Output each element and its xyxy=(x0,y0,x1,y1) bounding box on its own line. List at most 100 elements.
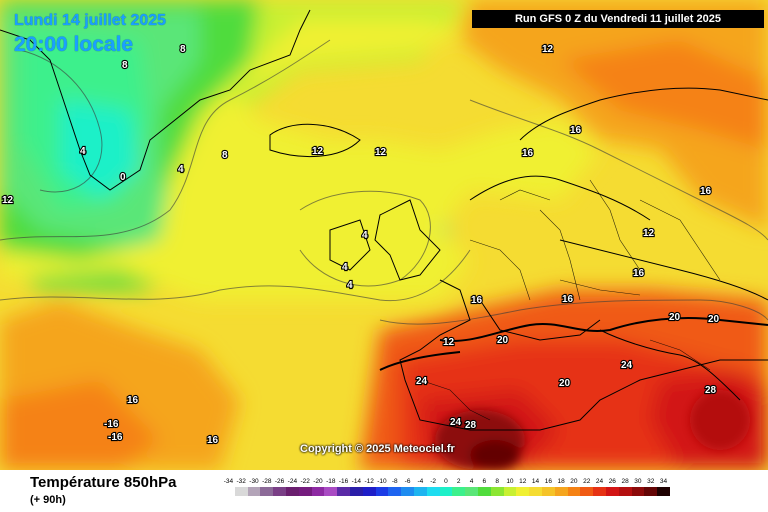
scale-value: 18 xyxy=(557,478,565,485)
map-label: 4 xyxy=(80,146,86,157)
map-label: 4 xyxy=(362,230,368,241)
map-label: 4 xyxy=(178,164,184,175)
scale-step: -16 xyxy=(337,477,350,496)
scale-swatch xyxy=(285,487,299,496)
scale-value: 14 xyxy=(531,478,540,485)
scale-swatch xyxy=(413,487,427,496)
color-scale: -34 -32 -30 -28 -26 -24 -22 -20 -18 -16 -14 -12 -10-… xyxy=(222,477,670,496)
scale-value: 26 xyxy=(608,478,616,485)
scale-step: 6 xyxy=(477,477,491,496)
scale-step: -12 xyxy=(362,477,376,496)
map-label: 20 xyxy=(669,312,681,323)
valid-time: 20:00 locale xyxy=(14,33,134,56)
scale-swatch xyxy=(247,487,261,496)
scale-step: 16 xyxy=(541,477,555,496)
scale-value: -14 xyxy=(351,478,362,485)
map-label: 12 xyxy=(443,337,455,348)
scale-step: 4 xyxy=(465,477,478,496)
lead-time: (+ 90h) xyxy=(30,494,66,506)
scale-swatch xyxy=(452,487,466,496)
scale-swatch xyxy=(349,487,363,496)
scale-value: -12 xyxy=(364,478,374,485)
scale-swatch xyxy=(516,487,530,496)
scale-swatch xyxy=(324,487,338,496)
scale-swatch xyxy=(605,487,619,496)
map-label: 16 xyxy=(700,186,712,197)
scale-value: -10 xyxy=(377,478,387,485)
map-label: 12 xyxy=(375,147,387,158)
scale-value: 30 xyxy=(634,478,642,485)
scale-step: -6 xyxy=(401,477,414,496)
scale-value: 24 xyxy=(595,478,604,485)
scale-value: 34 xyxy=(659,478,668,485)
scale-step: 24 xyxy=(593,477,606,496)
scale-step: 8 xyxy=(490,477,504,496)
run-info: Run GFS 0 Z du Vendredi 11 juillet 2025 xyxy=(472,10,764,28)
scale-swatch xyxy=(401,487,414,496)
scale-value: -6 xyxy=(404,478,411,485)
isotherm-lines xyxy=(0,39,768,325)
map-label: 16 xyxy=(522,148,534,159)
scale-swatch xyxy=(426,487,440,496)
scale-swatch xyxy=(375,487,389,496)
map-label: 16 xyxy=(127,395,139,406)
scale-swatch xyxy=(580,487,594,496)
map-label: 8 xyxy=(180,44,186,55)
scale-value: 12 xyxy=(519,478,527,485)
scale-value: -26 xyxy=(274,478,285,485)
parameter-title: Température 850hPa xyxy=(30,474,177,491)
scale-swatch xyxy=(311,487,325,496)
copyright-notice: Copyright © 2025 Meteociel.fr xyxy=(300,443,455,455)
map-label: 16 xyxy=(633,268,645,279)
scale-swatch xyxy=(593,487,606,496)
scale-swatch xyxy=(439,487,453,496)
scale-step: 14 xyxy=(529,477,542,496)
map-label: 20 xyxy=(708,314,720,325)
map-label: 24 xyxy=(416,376,428,387)
scale-value: 2 xyxy=(456,478,461,485)
scale-step: -8 xyxy=(388,477,402,496)
map-label: 24 xyxy=(621,360,633,371)
map-label: 16 xyxy=(207,435,219,446)
scale-swatch xyxy=(465,487,478,496)
scale-value: -32 xyxy=(236,478,246,485)
isotherm-labels: 8 8 8 12 12 12 12 12 16 16 16 16 16 16 4… xyxy=(1,43,721,447)
map-label: 8 xyxy=(122,60,128,71)
scale-step: -2 xyxy=(426,477,440,496)
scale-value: 4 xyxy=(469,478,474,485)
scale-step: -10 xyxy=(375,477,389,496)
scale-value: 32 xyxy=(647,478,655,485)
scale-step: 18 xyxy=(554,477,568,496)
temperature-map[interactable]: 8 8 8 12 12 12 12 12 16 16 16 16 16 16 4… xyxy=(0,0,768,470)
scale-value: -16 xyxy=(338,478,349,485)
scale-value: 16 xyxy=(544,478,552,485)
scale-step: -32 xyxy=(234,477,248,496)
map-label: 4 xyxy=(342,262,348,273)
scale-value: 8 xyxy=(495,478,499,485)
scale-step: -14 xyxy=(349,477,363,496)
thin-borders xyxy=(419,179,721,421)
scale-swatch xyxy=(567,487,581,496)
scale-swatch xyxy=(388,487,402,496)
map-label: 12 xyxy=(312,146,324,157)
scale-value: -8 xyxy=(391,478,398,485)
scale-value: 22 xyxy=(583,478,591,485)
scale-step: 10 xyxy=(503,477,517,496)
scale-value: 6 xyxy=(482,478,487,485)
scale-swatch xyxy=(490,487,504,496)
scale-step: -24 xyxy=(285,477,299,496)
scale-step: -20 xyxy=(311,477,325,496)
scale-value: -34 xyxy=(223,478,234,485)
map-label: 28 xyxy=(705,385,717,396)
map-label: 16 xyxy=(471,295,483,306)
thick-borders xyxy=(379,317,768,371)
map-label: 8 xyxy=(222,150,228,161)
scale-step: -34 xyxy=(222,477,235,496)
scale-step: 20 xyxy=(567,477,581,496)
scale-step: -18 xyxy=(324,477,338,496)
map-label: -16 xyxy=(104,419,119,430)
scale-value: -20 xyxy=(313,478,323,485)
scale-value: -4 xyxy=(417,478,424,485)
map-canvas: 8 8 8 12 12 12 12 12 16 16 16 16 16 16 4… xyxy=(0,0,768,470)
scale-swatch xyxy=(362,487,376,496)
